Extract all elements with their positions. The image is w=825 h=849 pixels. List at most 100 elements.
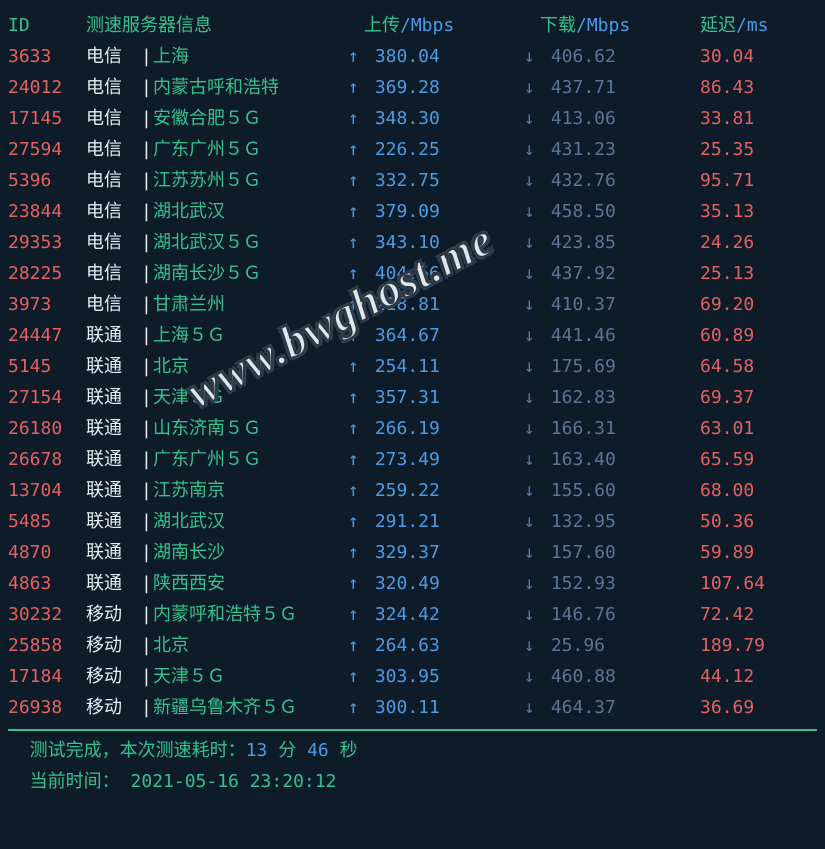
cell-latency: 72.42 [700,599,790,630]
cell-id: 5396 [8,165,86,196]
cell-location: 上海 [153,41,348,72]
cell-latency: 60.89 [700,320,790,351]
cell-location: 山东济南５Ｇ [153,413,348,444]
cell-id: 28225 [8,258,86,289]
up-arrow-icon: ↑ [348,72,364,103]
cell-id: 24012 [8,72,86,103]
cell-id: 5485 [8,506,86,537]
cell-download: 441.46 [540,320,630,351]
down-arrow-icon: ↓ [524,413,540,444]
cell-latency: 25.13 [700,258,790,289]
pipe-separator: | [141,630,153,661]
cell-id: 23844 [8,196,86,227]
cell-download: 175.69 [540,351,630,382]
up-arrow-icon: ↑ [348,41,364,72]
hdr-download: 下载/Mbps [540,10,630,41]
hdr-id: ID [8,10,86,41]
table-row: 4863联通|陕西西安↑ 320.49↓ 152.93107.64 [8,568,817,599]
up-arrow-icon: ↑ [348,351,364,382]
down-arrow-icon: ↓ [524,568,540,599]
cell-location: 内蒙呼和浩特５Ｇ [153,599,348,630]
cell-upload: 218.81 [364,289,454,320]
cell-download: 146.76 [540,599,630,630]
table-row: 13704联通|江苏南京↑ 259.22↓ 155.6068.00 [8,475,817,506]
cell-location: 湖北武汉 [153,196,348,227]
up-arrow-icon: ↑ [348,444,364,475]
cell-download: 166.31 [540,413,630,444]
cell-download: 162.83 [540,382,630,413]
cell-download: 432.76 [540,165,630,196]
table-row: 5485联通|湖北武汉↑ 291.21↓ 132.9550.36 [8,506,817,537]
table-row: 5145联通|北京↑ 254.11↓ 175.6964.58 [8,351,817,382]
cell-latency: 59.89 [700,537,790,568]
cell-isp: 移动 [86,599,141,630]
cell-upload: 404.66 [364,258,454,289]
pipe-separator: | [141,351,153,382]
cell-upload: 320.49 [364,568,454,599]
cell-download: 460.88 [540,661,630,692]
cell-location: 陕西西安 [153,568,348,599]
cell-isp: 联通 [86,537,141,568]
cell-isp: 电信 [86,103,141,134]
down-arrow-icon: ↓ [524,537,540,568]
pipe-separator: | [141,444,153,475]
cell-id: 17145 [8,103,86,134]
cell-upload: 273.49 [364,444,454,475]
cell-latency: 65.59 [700,444,790,475]
down-arrow-icon: ↓ [524,351,540,382]
cell-download: 406.62 [540,41,630,72]
pipe-separator: | [141,320,153,351]
pipe-separator: | [141,103,153,134]
down-arrow-icon: ↓ [524,444,540,475]
cell-isp: 电信 [86,134,141,165]
cell-upload: 259.22 [364,475,454,506]
cell-location: 天津５Ｇ [153,382,348,413]
cell-download: 437.92 [540,258,630,289]
pipe-separator: | [141,568,153,599]
cell-latency: 50.36 [700,506,790,537]
cell-id: 27154 [8,382,86,413]
pipe-separator: | [141,661,153,692]
cell-isp: 移动 [86,661,141,692]
pipe-separator: | [141,537,153,568]
cell-latency: 64.58 [700,351,790,382]
down-arrow-icon: ↓ [524,692,540,723]
table-header-row: ID 测速服务器信息 上传/Mbps 下载/Mbps 延迟/ms [8,10,817,41]
table-row: 29353电信|湖北武汉５Ｇ↑ 343.10↓ 423.8524.26 [8,227,817,258]
table-row: 26938移动|新疆乌鲁木齐５Ｇ↑ 300.11↓ 464.3736.69 [8,692,817,723]
table-row: 30232移动|内蒙呼和浩特５Ｇ↑ 324.42↓ 146.7672.42 [8,599,817,630]
cell-id: 3973 [8,289,86,320]
cell-download: 458.50 [540,196,630,227]
table-row: 24447联通|上海５Ｇ↑ 364.67↓ 441.4660.89 [8,320,817,351]
table-row: 5396电信|江苏苏州５Ｇ↑ 332.75↓ 432.7695.71 [8,165,817,196]
cell-isp: 电信 [86,196,141,227]
down-arrow-icon: ↓ [524,103,540,134]
cell-download: 423.85 [540,227,630,258]
cell-location: 江苏南京 [153,475,348,506]
cell-isp: 电信 [86,165,141,196]
cell-latency: 24.26 [700,227,790,258]
cell-location: 广东广州５Ｇ [153,134,348,165]
down-arrow-icon: ↓ [524,227,540,258]
cell-isp: 电信 [86,72,141,103]
down-arrow-icon: ↓ [524,165,540,196]
up-arrow-icon: ↑ [348,630,364,661]
cell-isp: 联通 [86,568,141,599]
cell-download: 25.96 [540,630,630,661]
cell-id: 30232 [8,599,86,630]
up-arrow-icon: ↑ [348,382,364,413]
footer: 测试完成，本次测速耗时：13 分 46 秒 当前时间： 2021-05-16 2… [8,731,817,797]
cell-location: 天津５Ｇ [153,661,348,692]
cell-upload: 303.95 [364,661,454,692]
cell-latency: 30.04 [700,41,790,72]
cell-id: 27594 [8,134,86,165]
cell-latency: 63.01 [700,413,790,444]
cell-download: 464.37 [540,692,630,723]
pipe-separator: | [141,506,153,537]
cell-download: 437.71 [540,72,630,103]
cell-location: 甘肃兰州 [153,289,348,320]
cell-upload: 379.09 [364,196,454,227]
down-arrow-icon: ↓ [524,41,540,72]
cell-download: 163.40 [540,444,630,475]
cell-download: 410.37 [540,289,630,320]
